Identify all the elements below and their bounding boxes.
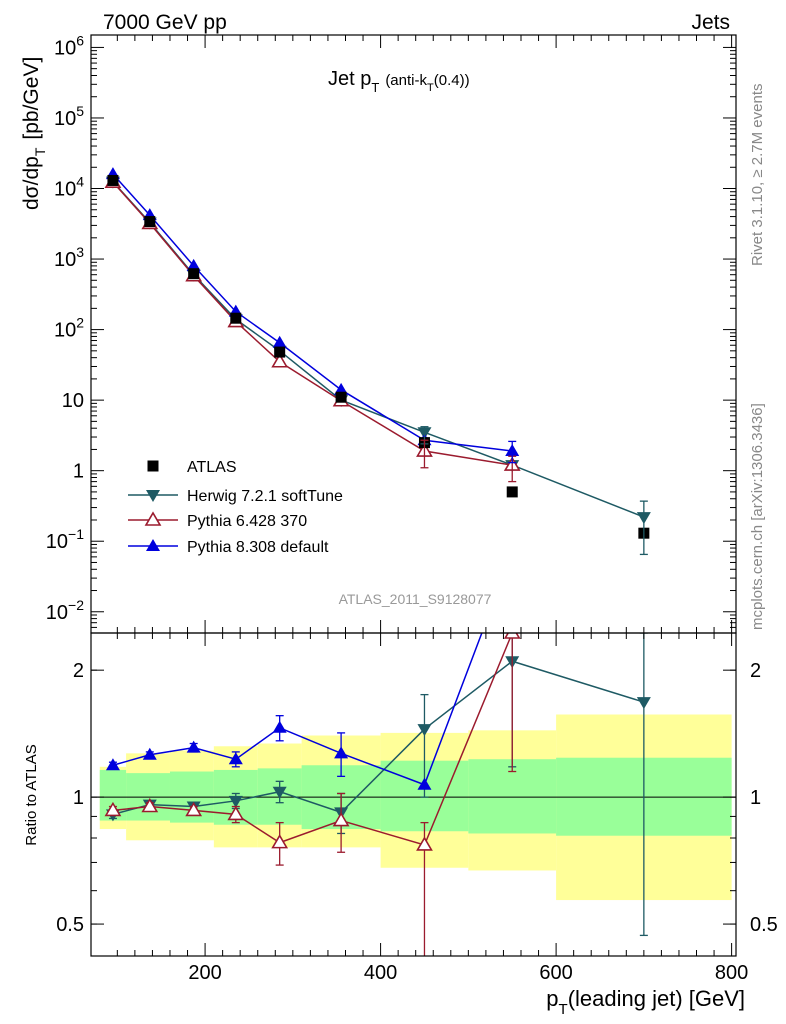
x-tick-label: 400 bbox=[364, 962, 397, 984]
pythia-6-428-370-ratio-point bbox=[185, 801, 203, 817]
main-y-tick-label: 106 bbox=[54, 32, 84, 59]
herwig-7-2-1-softtune-ratio-point bbox=[272, 786, 287, 799]
pythia-8-308-default-ratio-point bbox=[142, 747, 157, 760]
pythia-6-428-370-ratio-point bbox=[271, 834, 289, 849]
ratio-plot-frame bbox=[90, 632, 737, 957]
pythia-8-308-default-main-point bbox=[186, 258, 201, 271]
legend-label-pythia-8-308-default: Pythia 8.308 default bbox=[187, 539, 329, 556]
legend-label-herwig-7-2-1-softtune: Herwig 7.2.1 softTune bbox=[187, 488, 343, 505]
pythia-6-428-370-main-point bbox=[271, 353, 289, 368]
atlas-main-point bbox=[107, 174, 119, 186]
x-tick-label: 200 bbox=[188, 962, 221, 984]
atlas-main-point bbox=[274, 346, 286, 358]
header-right-label: Jets bbox=[691, 11, 730, 34]
legend-marker-pythia-8-308-default bbox=[146, 539, 160, 551]
atlas-main-point bbox=[506, 486, 518, 498]
herwig-7-2-1-softtune-ratio-point bbox=[417, 724, 432, 737]
ratio-y-tick-label-left: 0.5 bbox=[56, 914, 84, 936]
pythia-8-308-default-ratio-point bbox=[186, 740, 201, 753]
main-y-tick-label: 104 bbox=[54, 174, 84, 201]
main-y-axis-label: dσ/dpT[pb/GeV] bbox=[20, 57, 48, 210]
atlas-main-point bbox=[230, 312, 242, 324]
pythia-6-428-370-ratio-point bbox=[141, 797, 159, 813]
main-y-tick-label: 105 bbox=[54, 103, 84, 130]
x-axis-label: pT(leading jet) [GeV] bbox=[546, 986, 745, 1018]
main-y-tick-label: 102 bbox=[54, 315, 84, 342]
pythia-6-428-370-ratio-point bbox=[416, 836, 433, 851]
pythia-6-428-370-ratio-point bbox=[104, 801, 122, 817]
x-tick-label: 600 bbox=[539, 962, 572, 984]
rivet-version-label: Rivet 3.1.10, ≥ 2.7M events bbox=[749, 84, 766, 267]
pythia-8-308-default-ratio-point bbox=[417, 777, 432, 790]
legend-label-pythia-6-428-370: Pythia 6.428 370 bbox=[187, 513, 307, 530]
atlas-main-point bbox=[144, 216, 156, 228]
ratio-y-tick-label-right: 2 bbox=[750, 660, 761, 682]
mcplots-reference-label: mcplots.cern.ch [arXiv:1306.3436] bbox=[749, 403, 766, 630]
ratio-y-tick-label-right: 0.5 bbox=[750, 914, 778, 936]
atlas-main-point bbox=[188, 268, 200, 280]
ratio-y-axis-label: Ratio to ATLAS bbox=[23, 744, 40, 845]
ratio-y-tick-label-right: 1 bbox=[750, 787, 761, 809]
legend-marker-herwig-7-2-1-softtune bbox=[146, 490, 160, 502]
pythia-8-308-default-ratio-point bbox=[334, 746, 349, 759]
legend-marker-atlas bbox=[147, 460, 159, 472]
pythia-6-428-370-ratio-line bbox=[112, 633, 513, 846]
pythia-8-308-default-ratio-point bbox=[105, 758, 120, 771]
pythia-6-428-370-main-line bbox=[112, 181, 513, 466]
header-left-label: 7000 GeV pp bbox=[103, 11, 227, 34]
pythia-8-308-default-main-line bbox=[112, 173, 513, 452]
pythia-8-308-default-ratio-line bbox=[112, 633, 483, 786]
pythia-6-428-370-ratio-point bbox=[227, 805, 245, 821]
herwig-7-2-1-softtune-ratio-point bbox=[636, 697, 651, 710]
main-plot-title: Jet pT (anti-kT(0.4)) bbox=[328, 68, 470, 95]
pythia-6-428-370-ratio-point bbox=[332, 811, 350, 827]
ratio-y-tick-label-left: 2 bbox=[73, 660, 84, 682]
main-y-tick-label: 10−1 bbox=[46, 526, 84, 553]
main-y-tick-label: 10 bbox=[62, 390, 84, 412]
pythia-8-308-default-ratio-point bbox=[228, 752, 243, 765]
legend-marker-pythia-6-428-370 bbox=[144, 511, 162, 526]
legend-label-atlas: ATLAS bbox=[187, 459, 237, 476]
pythia-6-428-370-ratio-point bbox=[503, 633, 521, 639]
analysis-watermark: ATLAS_2011_S9128077 bbox=[339, 591, 492, 607]
main-y-tick-label: 103 bbox=[54, 244, 84, 271]
atlas-main-point bbox=[335, 391, 347, 403]
main-y-tick-label: 10−2 bbox=[46, 597, 84, 624]
pythia-8-308-default-ratio-point bbox=[272, 720, 287, 733]
ratio-y-tick-label-left: 1 bbox=[73, 787, 84, 809]
pythia-8-308-default-main-point bbox=[272, 335, 287, 348]
x-tick-label: 800 bbox=[715, 962, 748, 984]
main-y-tick-label: 1 bbox=[73, 461, 84, 483]
herwig-7-2-1-softtune-ratio-point bbox=[228, 795, 243, 808]
